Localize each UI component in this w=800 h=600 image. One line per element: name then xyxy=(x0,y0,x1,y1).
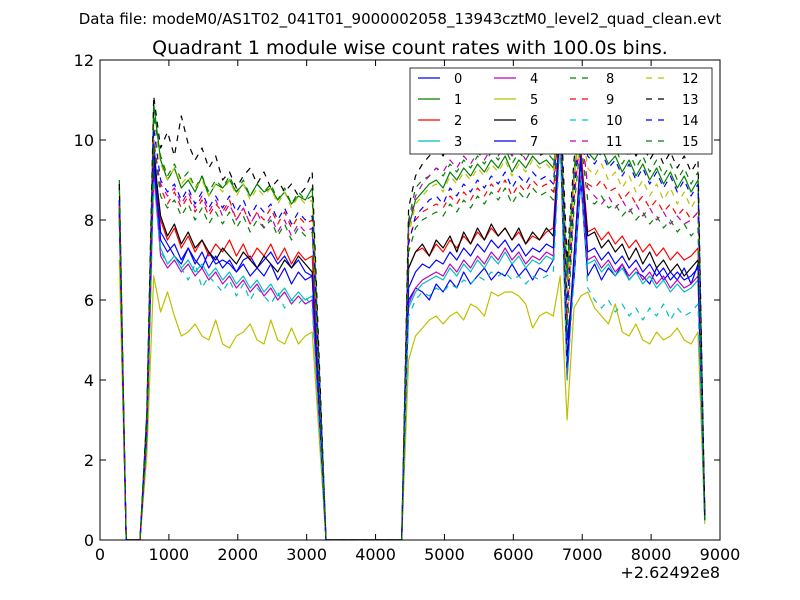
x-tick-label: 6000 xyxy=(493,545,534,564)
legend-box xyxy=(409,67,713,155)
legend-label-14: 14 xyxy=(682,114,699,129)
legend-label-3: 3 xyxy=(454,135,462,150)
x-offset-label: +2.62492e8 xyxy=(620,563,720,582)
legend-label-9: 9 xyxy=(606,93,614,108)
x-tick-label: 5000 xyxy=(424,545,465,564)
chart-suptitle: Data file: modeM0/AS1T02_041T01_90000020… xyxy=(79,10,722,29)
y-tick-label: 0 xyxy=(84,531,94,550)
series-10-line xyxy=(118,139,706,540)
series-6-line xyxy=(118,123,706,540)
y-tick-label: 4 xyxy=(84,371,94,390)
x-tick-label: 1000 xyxy=(149,545,190,564)
legend-label-10: 10 xyxy=(606,114,623,129)
legend-label-2: 2 xyxy=(454,114,462,129)
legend-label-11: 11 xyxy=(606,135,623,150)
x-tick-label: 4000 xyxy=(355,545,396,564)
legend-label-12: 12 xyxy=(682,72,699,87)
series-14-line xyxy=(118,103,706,540)
legend-label-0: 0 xyxy=(454,72,462,87)
legend-label-5: 5 xyxy=(530,93,538,108)
series-15-line xyxy=(118,115,706,540)
series-1-line xyxy=(118,103,706,540)
series-11-line xyxy=(118,99,706,540)
series-7-line xyxy=(118,119,706,540)
legend-label-6: 6 xyxy=(530,114,538,129)
series-5-line xyxy=(118,259,706,540)
legend-label-8: 8 xyxy=(606,72,614,87)
x-tick-label: 8000 xyxy=(631,545,672,564)
series-3-line xyxy=(118,127,706,540)
legend-label-7: 7 xyxy=(530,135,538,150)
y-tick-label: 10 xyxy=(74,131,94,150)
x-tick-label: 7000 xyxy=(562,545,603,564)
legend-label-1: 1 xyxy=(454,93,462,108)
x-tick-label: 3000 xyxy=(286,545,327,564)
x-tick-label: 0 xyxy=(95,545,105,564)
y-tick-label: 2 xyxy=(84,451,94,470)
y-tick-label: 8 xyxy=(84,211,94,230)
y-tick-label: 12 xyxy=(74,51,94,70)
legend-label-15: 15 xyxy=(682,135,699,150)
x-tick-label: 9000 xyxy=(700,545,741,564)
x-tick-label: 2000 xyxy=(217,545,258,564)
plot-frame xyxy=(99,59,721,541)
y-tick-label: 6 xyxy=(84,291,94,310)
series-4-line xyxy=(118,131,706,540)
series-12-line xyxy=(118,111,706,540)
legend-label-13: 13 xyxy=(682,93,699,108)
series-9-line xyxy=(118,107,706,540)
legend-label-4: 4 xyxy=(530,72,538,87)
chart-title: Quadrant 1 module wise count rates with … xyxy=(152,37,668,59)
tick-layer: 0 1000 2000 3000 4000 5000 6000 7000 8000 9000 0 2 4… xyxy=(74,51,741,564)
